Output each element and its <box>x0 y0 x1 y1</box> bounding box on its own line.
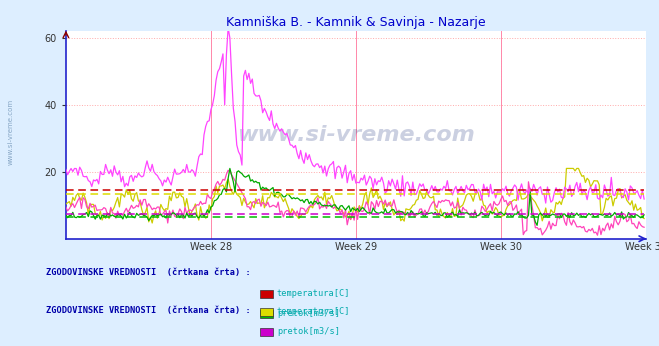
Text: www.si-vreme.com: www.si-vreme.com <box>237 125 474 145</box>
Text: www.si-vreme.com: www.si-vreme.com <box>8 98 14 165</box>
Title: Kamniška B. - Kamnik & Savinja - Nazarje: Kamniška B. - Kamnik & Savinja - Nazarje <box>226 16 486 29</box>
Text: temperatura[C]: temperatura[C] <box>277 307 351 316</box>
Text: pretok[m3/s]: pretok[m3/s] <box>277 327 340 336</box>
Text: temperatura[C]: temperatura[C] <box>277 289 351 298</box>
Text: pretok[m3/s]: pretok[m3/s] <box>277 309 340 318</box>
Text: ZGODOVINSKE VREDNOSTI  (črtkana črta) :: ZGODOVINSKE VREDNOSTI (črtkana črta) : <box>46 306 251 315</box>
Text: ZGODOVINSKE VREDNOSTI  (črtkana črta) :: ZGODOVINSKE VREDNOSTI (črtkana črta) : <box>46 268 251 277</box>
